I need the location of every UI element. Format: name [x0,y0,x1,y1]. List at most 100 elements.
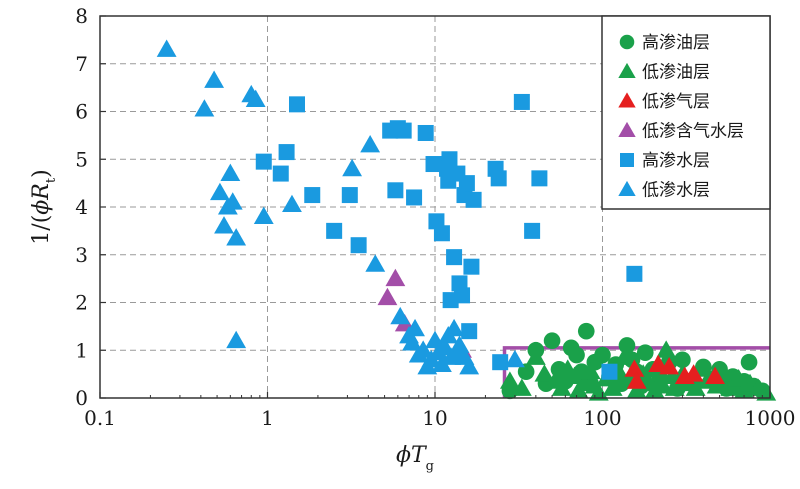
data-point-6 [214,216,234,234]
data-point-6 [210,182,230,201]
data-point-1 [674,351,691,369]
data-point-5 [492,354,509,371]
data-point-5 [461,323,478,340]
data-point-6 [194,99,215,117]
data-point-6 [222,192,243,210]
data-point-2 [696,371,717,389]
data-point-1 [636,344,654,361]
data-point-6 [253,206,274,224]
data-point-5 [454,287,471,304]
data-point-2 [525,347,546,365]
data-point-2 [564,366,585,384]
data-point-5 [288,96,305,113]
data-point-6 [413,340,434,358]
legend-marker-5 [620,153,634,167]
x-tick-label: 100 [583,406,621,430]
data-point-1 [543,332,561,350]
data-point-5 [395,122,412,139]
data-point-5 [524,222,541,239]
y-axis-title: 1/(ϕRt) [29,169,59,244]
data-point-6 [504,349,525,368]
legend-label-2: 低渗油层 [642,63,710,83]
data-point-1 [517,363,535,381]
legend-label-1: 高渗油层 [642,33,710,53]
y-tick-label: 8 [75,4,88,28]
data-point-2 [511,378,532,396]
x-tick-label: 10 [422,406,447,430]
data-point-5 [272,165,289,182]
data-point-5 [255,153,272,170]
data-point-5 [425,156,442,173]
x-tick-label: 1 [261,406,274,430]
data-point-3 [626,371,647,389]
data-point-1 [577,322,595,340]
data-point-1 [568,346,585,364]
data-point-5 [626,265,643,282]
data-point-3 [705,366,725,384]
data-point-2 [644,380,665,399]
y-tick-label: 5 [75,147,88,171]
data-point-1 [618,337,636,354]
data-point-5 [441,151,458,168]
data-point-2 [756,383,777,401]
y-tick-label: 0 [75,386,88,410]
data-point-6 [405,318,425,337]
data-point-5 [341,187,358,204]
data-point-5 [387,182,404,199]
data-point-5 [278,144,295,161]
data-point-6 [204,70,225,88]
legend-marker-2 [618,62,636,79]
y-axis-title-sub: t [44,177,59,183]
legend-label-6: 低渗水层 [642,181,710,201]
data-point-5 [513,93,530,110]
legend-marker-3 [618,92,636,108]
data-point-1 [740,353,758,371]
data-point-5 [350,237,367,254]
data-point-3 [659,357,680,375]
data-point-3 [683,364,704,382]
data-point-6 [402,333,423,351]
data-point-2 [499,371,520,389]
data-point-2 [580,361,601,380]
data-point-3 [624,359,645,377]
legend-marker-6 [618,180,636,197]
data-point-6 [360,135,381,153]
data-point-2 [551,378,572,396]
legend-marker-4 [618,121,636,138]
data-point-6 [282,194,302,213]
data-point-4 [377,287,398,306]
data-point-2 [614,347,635,365]
data-point-2 [534,364,555,382]
x-axis-title-main: ϕT [396,443,428,468]
data-point-5 [465,191,482,208]
y-tick-label: 1 [75,338,88,362]
y-axis-title-prefix: 1/( [29,215,54,245]
data-point-6 [444,318,465,337]
data-point-6 [245,89,266,108]
data-point-5 [446,249,463,266]
data-point-2 [588,383,609,401]
data-point-5 [458,175,475,192]
x-axis-title: ϕTg [396,443,434,474]
data-point-1 [594,346,611,364]
data-point-6 [365,254,386,272]
y-tick-label: 2 [75,291,88,315]
data-point-6 [390,306,411,325]
data-point-6 [156,39,177,57]
x-tick-label: 0.1 [84,406,116,430]
y-tick-label: 4 [75,195,88,219]
data-point-2 [653,376,674,394]
data-point-2 [706,376,727,394]
data-point-6 [220,163,241,182]
tick-labels: 0.1 1 10 100 1000 0 1 2 3 4 5 6 7 8 [75,4,795,430]
legend-label-3: 低渗气层 [642,92,710,112]
data-point-5 [601,363,618,380]
y-axis-title-main: ϕR [29,183,54,215]
y-axis-title-suffix: ) [29,169,54,178]
legend-label-5: 高渗水层 [642,151,710,171]
y-tick-label: 3 [75,243,88,267]
data-point-5 [531,170,548,187]
data-point-2 [602,378,623,396]
